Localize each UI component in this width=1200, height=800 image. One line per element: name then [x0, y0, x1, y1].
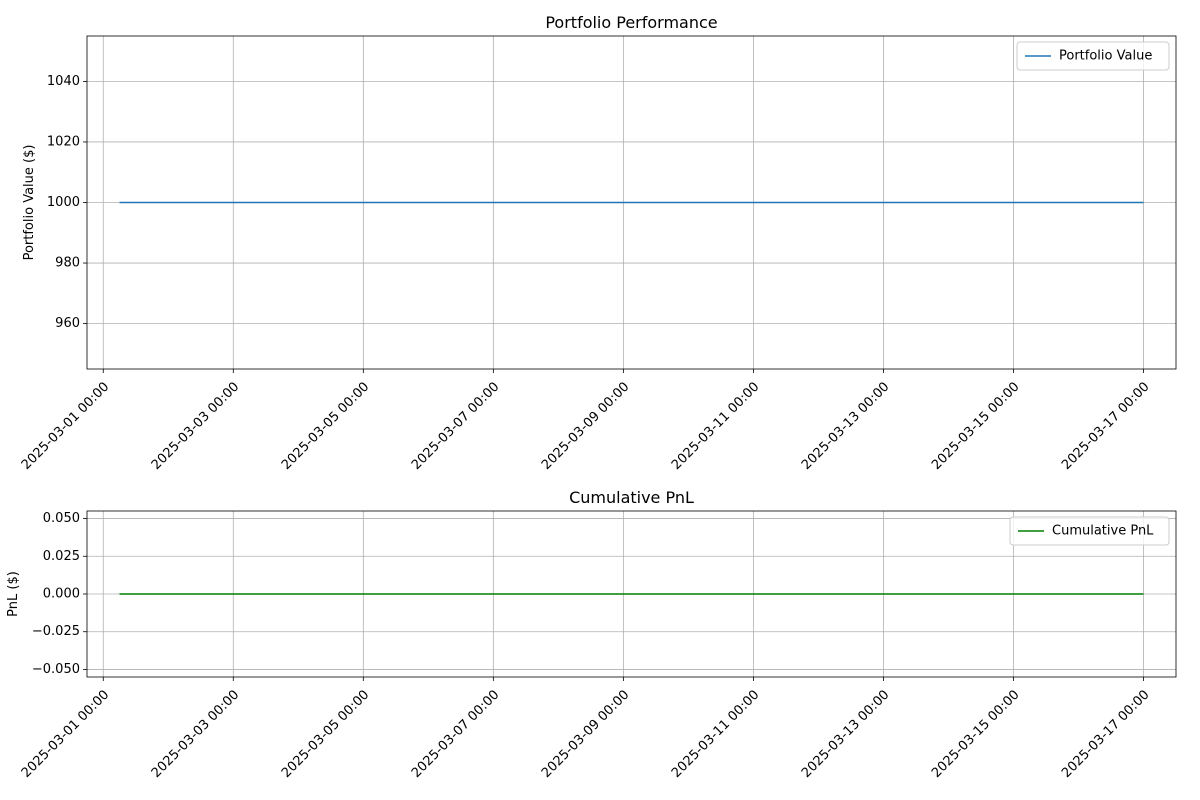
legend-label: Cumulative PnL [1052, 524, 1154, 539]
legend-label: Portfolio Value [1059, 49, 1152, 64]
axes-frame [86, 35, 1177, 370]
x-tick-label: 2025-03-11 00:00 [669, 687, 762, 780]
y-tick-label: −0.050 [32, 662, 80, 677]
x-tick-label: 2025-03-03 00:00 [149, 379, 242, 472]
x-tick-label: 2025-03-17 00:00 [1059, 379, 1152, 472]
y-tick-label: 0.000 [43, 587, 80, 602]
legend-box [1016, 41, 1170, 71]
chart-title: Cumulative PnL [569, 488, 694, 507]
x-tick-label: 2025-03-09 00:00 [539, 379, 632, 472]
y-tick-label: 0.050 [43, 511, 80, 526]
x-tick-label: 2025-03-07 00:00 [409, 687, 502, 780]
x-tick-label: 2025-03-17 00:00 [1059, 687, 1152, 780]
y-tick-label: 960 [55, 316, 80, 331]
x-tick-label: 2025-03-11 00:00 [669, 379, 762, 472]
axes-frame [86, 510, 1177, 678]
subplot-2: 2025-03-01 00:00 2025-03-03 00:00 2025-03-… [6, 488, 1177, 781]
x-tick-label: 2025-03-05 00:00 [279, 379, 372, 472]
y-tick-label: 980 [55, 256, 80, 271]
x-tick-label: 2025-03-03 00:00 [149, 687, 242, 780]
subplot-1: 2025-03-01 00:00 2025-03-03 00:00 2025-03-… [19, 13, 1177, 473]
x-tick-label: 2025-03-09 00:00 [539, 687, 632, 780]
y-tick-label: 1040 [47, 74, 80, 89]
x-tick-label: 2025-03-01 00:00 [19, 687, 112, 780]
x-tick-label: 2025-03-07 00:00 [409, 379, 502, 472]
x-tick-label: 2025-03-01 00:00 [19, 379, 112, 472]
chart-title: Portfolio Performance [545, 13, 717, 32]
y-axis-label: PnL ($) [6, 571, 21, 617]
y-tick-label: 1000 [47, 195, 80, 210]
x-tick-label: 2025-03-13 00:00 [799, 687, 892, 780]
legend-box [1009, 516, 1170, 546]
y-axis-label: Portfolio Value ($) [22, 145, 37, 261]
y-tick-label: 1020 [47, 134, 80, 149]
x-tick-label: 2025-03-15 00:00 [929, 379, 1022, 472]
x-tick-label: 2025-03-13 00:00 [799, 379, 892, 472]
y-tick-label: 0.025 [43, 549, 80, 564]
x-tick-label: 2025-03-15 00:00 [929, 687, 1022, 780]
y-tick-label: −0.025 [32, 624, 80, 639]
legend: Cumulative PnL [1009, 516, 1170, 546]
legend: Portfolio Value [1016, 41, 1170, 71]
x-tick-label: 2025-03-05 00:00 [279, 687, 372, 780]
